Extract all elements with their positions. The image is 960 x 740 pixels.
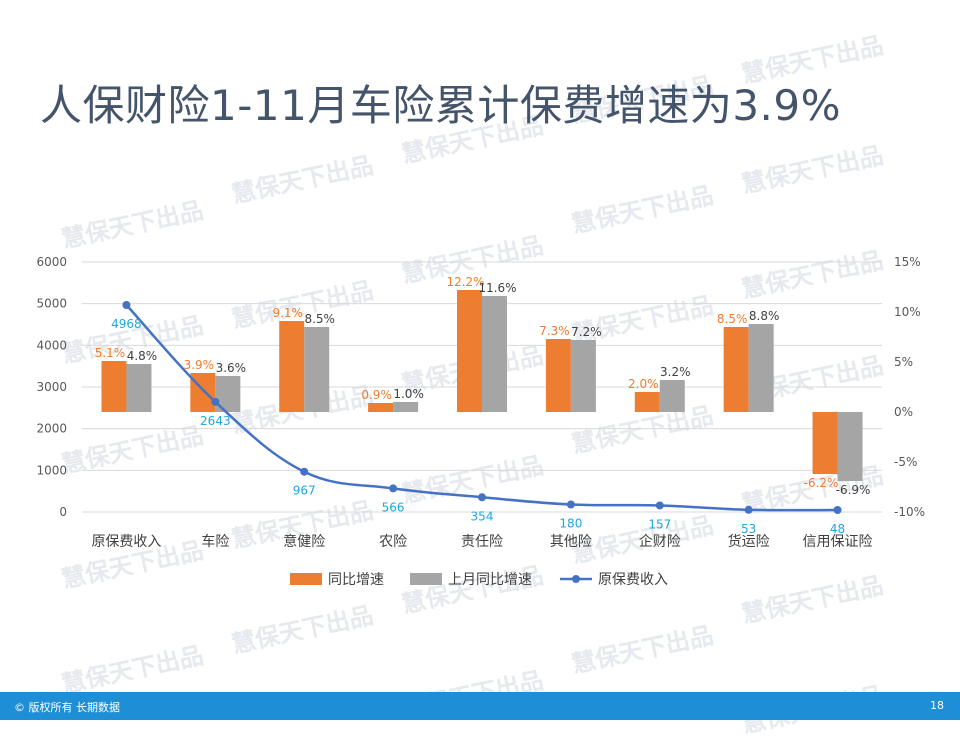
x-category-label: 货运险 <box>728 533 770 550</box>
line-data-label: 354 <box>471 509 494 523</box>
y-right-tick-label: 10% <box>894 305 921 319</box>
bar-data-label: 9.1% <box>272 306 303 320</box>
line-data-label: 157 <box>648 517 671 531</box>
bar-data-label: 7.3% <box>539 324 570 338</box>
line-point <box>566 500 575 509</box>
x-category-label: 原保费收入 <box>91 534 161 550</box>
y-left-tick-label: 1000 <box>36 463 67 477</box>
watermark-text: 慧保天下出品 <box>229 601 376 659</box>
line-data-label: 4968 <box>111 317 142 331</box>
bar-current <box>457 290 482 412</box>
line-data-label: 967 <box>293 484 316 498</box>
line-data-label: 48 <box>830 522 845 536</box>
legend-label: 原保费收入 <box>598 572 668 588</box>
footer-bar: © 版权所有 长期数据 18 <box>0 692 960 720</box>
bar-data-label: -6.2% <box>804 476 839 490</box>
line-point <box>478 493 486 502</box>
line-point <box>655 501 664 510</box>
line-point <box>211 397 220 406</box>
bar-data-label: 8.5% <box>304 312 335 326</box>
x-category-label: 农险 <box>379 534 407 550</box>
legend-label: 上月同比增速 <box>448 572 532 588</box>
y-left-tick-label: 2000 <box>36 422 67 436</box>
bar-previous <box>570 340 596 412</box>
bar-data-label: 0.9% <box>361 388 392 402</box>
watermark-text: 慧保天下出品 <box>569 621 716 679</box>
bar-data-label: 8.8% <box>749 309 780 323</box>
legend-swatch-previous <box>410 573 442 585</box>
bar-current <box>368 403 394 412</box>
bar-current <box>723 327 749 412</box>
x-category-label: 意健险 <box>283 533 325 550</box>
y-left-tick-label: 4000 <box>36 338 67 352</box>
bar-previous <box>659 380 685 412</box>
bar-current <box>545 339 571 412</box>
bar-current <box>279 321 305 412</box>
y-right-tick-label: -5% <box>894 455 917 469</box>
bar-data-label: 11.6% <box>478 281 516 295</box>
x-category-label: 信用保证险 <box>803 534 873 550</box>
bar-data-label: -6.9% <box>836 483 871 497</box>
x-category-label: 责任险 <box>461 534 503 550</box>
bar-data-label: 3.2% <box>660 365 691 379</box>
y-left-tick-label: 5000 <box>36 297 67 311</box>
combo-chart: 0 1000 2000 3000 4000 5000 6000 -10% -5% 0% 5% 10% 1… <box>36 255 925 588</box>
bar-data-label: 3.6% <box>216 361 247 375</box>
legend-swatch-marker <box>572 575 580 583</box>
line-series-path <box>125 304 838 512</box>
line-point <box>833 506 842 514</box>
line-data-label: 566 <box>382 500 405 514</box>
bar-previous <box>837 412 863 481</box>
bar-previous <box>393 402 419 412</box>
legend-swatch-current <box>290 573 322 585</box>
line-point <box>122 301 131 309</box>
y-right-tick-label: 0% <box>894 405 913 419</box>
y-right-tick-label: -10% <box>894 505 925 519</box>
bar-data-label: 1.0% <box>393 387 424 401</box>
bar-data-label: 12.2% <box>446 275 484 289</box>
line-data-label: 180 <box>559 517 582 531</box>
bar-data-label: 5.1% <box>95 346 126 360</box>
y-right-tick-label: 15% <box>894 255 921 269</box>
x-category-label: 企财险 <box>639 533 681 550</box>
bar-current <box>812 412 838 474</box>
line-data-label: 2643 <box>200 414 231 428</box>
bar-current <box>101 361 127 412</box>
x-category-label: 车险 <box>201 533 229 550</box>
bar-previous <box>482 296 507 412</box>
slide-title: 人保财险1-11月车险累计保费增速为3.9% <box>40 81 842 130</box>
line-point <box>744 505 753 514</box>
bar-data-label: 7.2% <box>571 325 602 339</box>
bar-previous <box>748 324 774 412</box>
page-number: 18 <box>930 699 944 712</box>
copyright-text: © 版权所有 长期数据 <box>14 701 120 714</box>
bar-data-label: 4.8% <box>127 349 158 363</box>
bar-data-label: 2.0% <box>628 377 659 391</box>
bar-previous <box>126 364 152 412</box>
watermark-text: 慧保天下出品 <box>59 641 206 699</box>
y-left-tick-label: 3000 <box>36 380 67 394</box>
bar-current <box>634 392 660 412</box>
line-data-label: 53 <box>741 522 756 536</box>
line-point <box>300 467 309 476</box>
bar-data-label: 3.9% <box>184 358 215 372</box>
line-point <box>389 484 398 493</box>
x-category-label: 其他险 <box>550 534 592 550</box>
y-right-tick-label: 5% <box>894 355 913 369</box>
legend-label: 同比增速 <box>328 572 384 588</box>
bar-previous <box>304 327 330 412</box>
y-left-tick-label: 0 <box>59 505 67 519</box>
bar-data-label: 8.5% <box>717 312 748 326</box>
y-left-tick-label: 6000 <box>36 255 67 269</box>
